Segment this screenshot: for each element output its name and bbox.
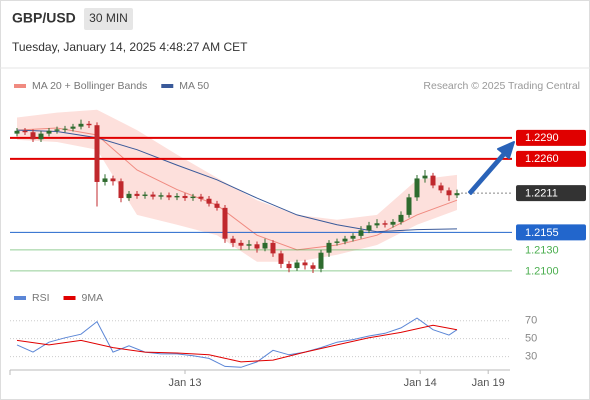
level-label: 1.2260	[525, 153, 559, 165]
candle-body	[30, 132, 36, 140]
y-tick-label: 30	[525, 350, 537, 362]
candle-body	[430, 175, 436, 186]
candle-body	[46, 130, 52, 134]
legend-label: 9MA	[82, 292, 104, 304]
candle-body	[358, 230, 364, 236]
candle-body	[190, 196, 196, 199]
candle-body	[102, 178, 108, 182]
legend-swatch	[14, 84, 26, 88]
candle-body	[310, 265, 316, 269]
candle-body	[150, 194, 156, 197]
candle-body	[206, 198, 212, 204]
candle-body	[246, 244, 252, 246]
candle-body	[14, 130, 20, 134]
candle-body	[166, 195, 172, 198]
level-label: 1.2211	[525, 188, 558, 200]
candle-body	[222, 207, 228, 239]
level-box	[516, 224, 586, 241]
candle-body	[94, 125, 100, 182]
x-tick-label: Jan 19	[472, 377, 505, 389]
candle-body	[446, 190, 452, 196]
candle-body	[54, 129, 60, 131]
x-tick-label: Jan 14	[404, 377, 437, 389]
legend-swatch	[161, 84, 174, 88]
candle-body	[294, 262, 300, 269]
candle-body	[422, 175, 428, 179]
candle-body	[142, 194, 148, 196]
level-label: 1.2290	[525, 132, 559, 144]
legend-label: RSI	[32, 292, 50, 304]
x-tick-label: Jan 13	[168, 377, 201, 389]
candle-body	[414, 178, 420, 198]
level-box	[516, 129, 586, 146]
candle-body	[382, 223, 388, 225]
candle-body	[182, 195, 188, 199]
candle-body	[86, 123, 92, 126]
candle-body	[78, 123, 84, 127]
candle-body	[318, 252, 324, 269]
candle-body	[214, 203, 220, 208]
candle-body	[70, 126, 76, 129]
candle-body	[406, 197, 412, 215]
candle-body	[230, 238, 236, 243]
level-label: 1.2130	[525, 244, 559, 256]
interval-badge	[84, 8, 133, 30]
candle-body	[22, 130, 28, 133]
candle-body	[238, 242, 244, 246]
candle-body	[254, 244, 260, 249]
candle-body	[198, 196, 204, 199]
candle-body	[126, 193, 132, 199]
level-box	[516, 150, 586, 167]
candle-body	[350, 235, 356, 239]
candle-body	[134, 193, 140, 196]
level-label: 1.2100	[525, 265, 559, 277]
legend-label: MA 20 + Bollinger Bands	[32, 80, 147, 92]
candle-body	[454, 193, 460, 196]
candle-body	[374, 223, 380, 226]
candle-body	[326, 242, 332, 253]
candle-body	[398, 214, 404, 222]
candle-body	[334, 241, 340, 243]
indicator-line	[16, 324, 458, 363]
bollinger-band	[17, 109, 457, 262]
moving-average	[16, 129, 458, 233]
candle-body	[270, 242, 276, 254]
y-tick-label: 50	[525, 333, 537, 345]
candle-body	[438, 185, 444, 191]
legend-swatch	[63, 296, 76, 300]
y-tick-label: 70	[525, 315, 537, 327]
candle-body	[62, 128, 68, 130]
candle-body	[390, 221, 396, 225]
legend-label: MA 50	[179, 80, 209, 92]
interval: 30 MIN	[89, 11, 128, 25]
candle-body	[174, 195, 180, 198]
candle-body	[38, 133, 44, 140]
candle-body	[286, 263, 292, 269]
candle-body	[118, 181, 124, 199]
datetime: Tuesday, January 14, 2025 4:48:27 AM CET	[12, 40, 248, 54]
level-box	[516, 185, 586, 202]
symbol: GBP/USD	[12, 10, 76, 26]
legend-swatch	[14, 296, 26, 300]
indicator-line	[16, 317, 458, 368]
candle-body	[262, 242, 268, 249]
candle-body	[366, 225, 372, 231]
source: Research © 2025 Trading Central	[423, 80, 580, 92]
level-label: 1.2155	[525, 227, 559, 239]
candle-body	[158, 195, 164, 197]
candle-body	[110, 178, 116, 182]
forecast-arrow	[468, 141, 515, 195]
candle-body	[342, 238, 348, 242]
candle-body	[278, 253, 284, 264]
candle-body	[302, 262, 308, 266]
